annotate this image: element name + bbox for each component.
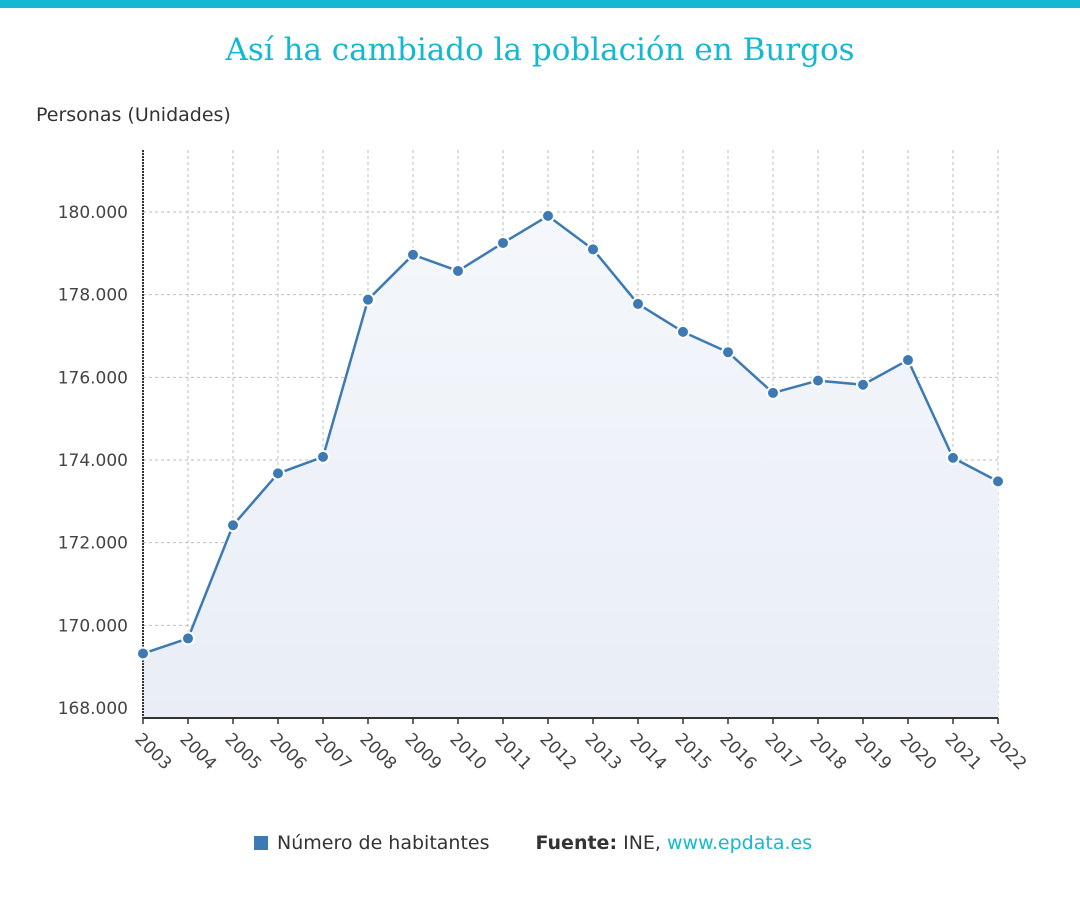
x-tick-label: 2003 <box>130 729 175 774</box>
x-tick-label: 2012 <box>535 729 580 774</box>
series-area <box>143 215 998 719</box>
data-point[interactable] <box>181 631 195 646</box>
y-tick-label: 176.000 <box>58 368 128 388</box>
data-point[interactable] <box>811 373 825 388</box>
x-tick-label: 2014 <box>625 729 670 774</box>
x-tick-label: 2016 <box>715 729 760 774</box>
y-tick-label: 180.000 <box>58 203 128 223</box>
x-tick-label: 2011 <box>490 729 535 774</box>
data-point[interactable] <box>991 474 1005 489</box>
y-tick-label: 174.000 <box>58 451 128 471</box>
source-link[interactable]: www.epdata.es <box>667 832 813 854</box>
data-point[interactable] <box>676 324 690 339</box>
y-tick-label: 172.000 <box>58 534 128 554</box>
data-point[interactable] <box>136 646 150 661</box>
chart-title: Así ha cambiado la población en Burgos <box>225 32 855 68</box>
x-tick-label: 2013 <box>580 729 625 774</box>
data-point[interactable] <box>856 377 870 392</box>
source-attribution: Fuente: INE, www.epdata.es <box>536 832 813 854</box>
x-tick-label: 2006 <box>265 729 310 774</box>
x-tick-label: 2007 <box>310 729 355 774</box>
series-line <box>142 214 999 655</box>
x-tick-label: 2020 <box>895 729 940 774</box>
x-tick-label: 2005 <box>220 729 265 774</box>
y-axis-title: Personas (Unidades) <box>36 104 231 126</box>
data-point[interactable] <box>631 296 645 311</box>
top-accent-bar <box>0 0 1080 8</box>
data-point[interactable] <box>901 353 915 368</box>
data-point[interactable] <box>721 345 735 360</box>
x-tick-label: 2008 <box>355 729 400 774</box>
x-tick-label: 2010 <box>445 729 490 774</box>
x-tick-label: 2017 <box>760 729 805 774</box>
data-point[interactable] <box>451 263 465 278</box>
data-point[interactable] <box>316 449 330 464</box>
data-point[interactable] <box>406 247 420 262</box>
x-tick-label: 2004 <box>175 729 220 774</box>
x-tick-label: 2018 <box>805 729 850 774</box>
legend-label[interactable]: Número de habitantes <box>277 832 490 854</box>
source-label: Fuente: <box>535 832 618 854</box>
x-tick-label: 2022 <box>985 729 1030 774</box>
data-point[interactable] <box>946 450 960 465</box>
source-text: INE, <box>623 832 661 854</box>
data-point[interactable] <box>586 242 600 257</box>
data-point[interactable] <box>496 235 510 250</box>
data-point[interactable] <box>226 518 240 533</box>
y-tick-label: 168.000 <box>58 699 128 719</box>
x-tick-label: 2009 <box>400 729 445 774</box>
data-point[interactable] <box>271 466 285 481</box>
data-point[interactable] <box>541 208 555 223</box>
x-tick-label: 2015 <box>670 729 715 774</box>
legend: Número de habitantes Fuente: INE, www.ep… <box>254 832 812 854</box>
data-point[interactable] <box>361 292 375 307</box>
data-point[interactable] <box>766 385 780 400</box>
x-tick-label: 2021 <box>940 729 985 774</box>
x-tick-label: 2019 <box>850 729 895 774</box>
y-tick-label: 170.000 <box>58 616 128 636</box>
legend-swatch[interactable] <box>254 836 268 850</box>
y-tick-label: 178.000 <box>58 286 128 306</box>
